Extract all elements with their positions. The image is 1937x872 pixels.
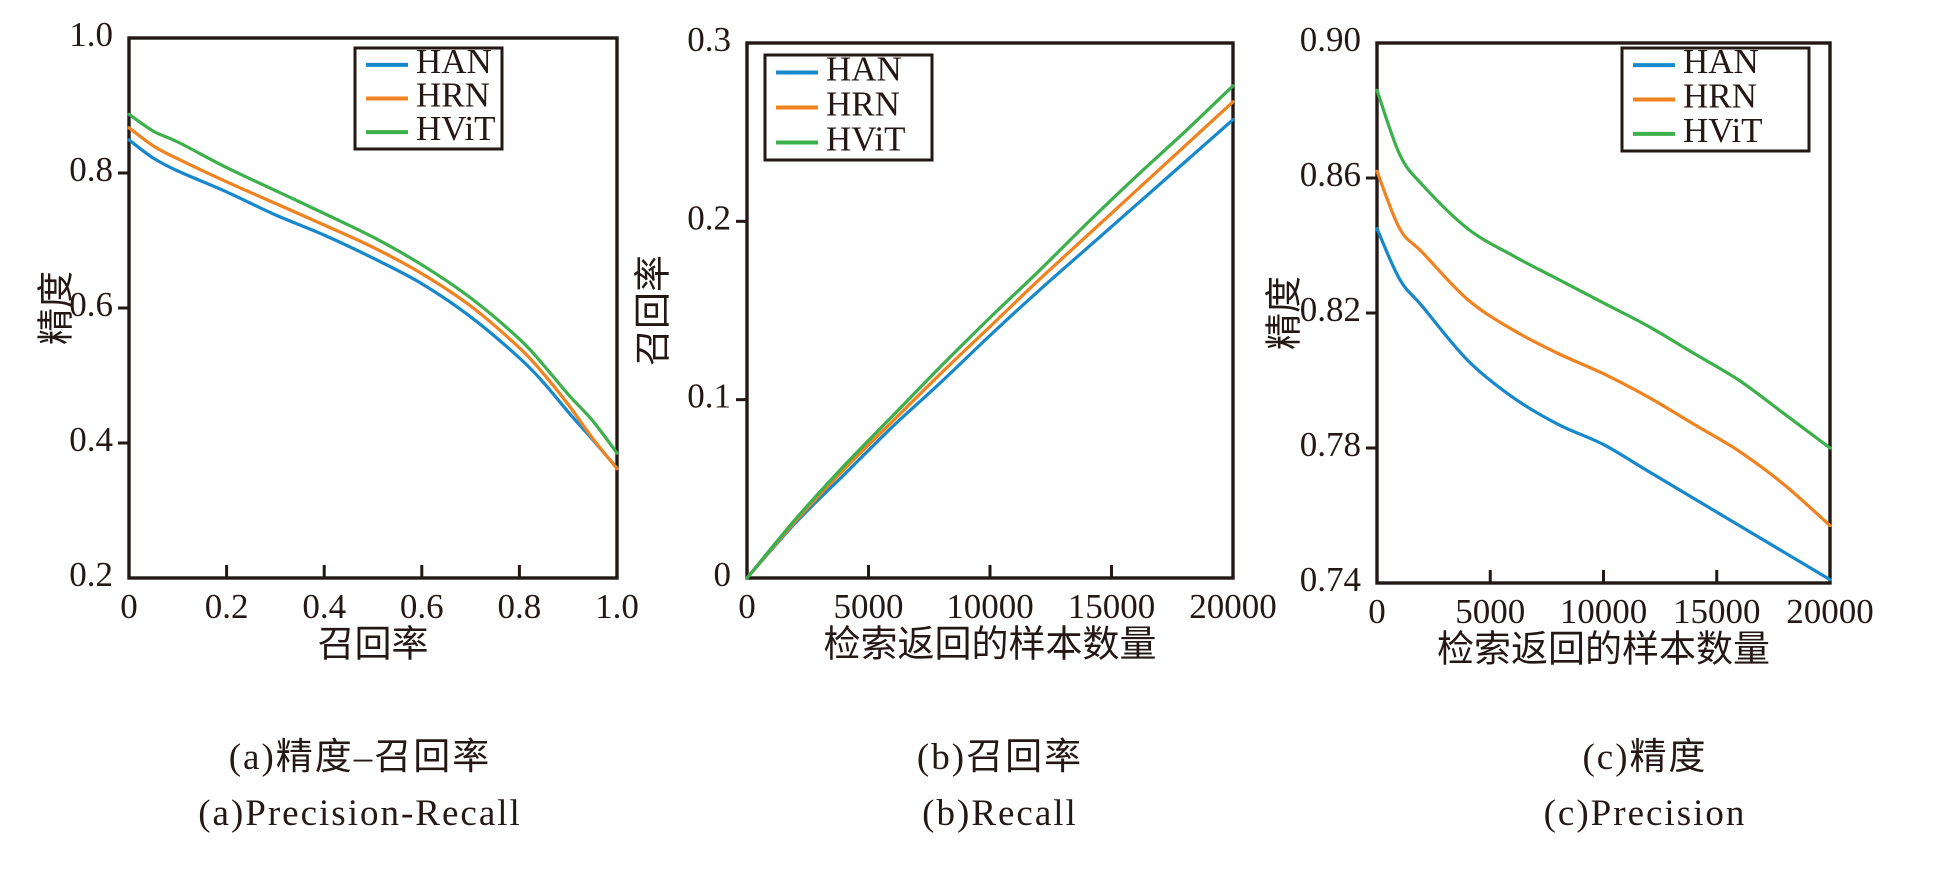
series-hrn [1375, 169, 1832, 528]
legend-label-hrn: HRN [416, 76, 490, 115]
y-tick-label: 0.2 [69, 555, 113, 594]
chart-precision: 0 5000 10000 15000 20000 0.74 0.78 0.82 0.86 0.90… [1263, 20, 1873, 670]
legend-label-han: HAN [826, 50, 902, 89]
x-tick-label: 5000 [1455, 592, 1525, 631]
y-tick-label: 0.4 [69, 420, 113, 459]
series-hrn [127, 126, 619, 471]
y-tick-label: 0.6 [69, 285, 113, 324]
x-axis-label: 检索返回的样本数量 [824, 623, 1157, 665]
y-tick-label: 0.3 [687, 20, 731, 59]
x-tick-label: 0.2 [205, 587, 249, 626]
y-tick-label: 0.8 [69, 150, 113, 189]
legend-label-han: HAN [1683, 42, 1759, 81]
y-tick-label: 0.2 [687, 198, 731, 237]
caption-a-en: (a)Precision-Recall [198, 793, 522, 834]
chart-precision-recall: 0 0.2 0.4 0.6 0.8 1.00.20.40.60.81.0召回率精度HANH… [35, 15, 638, 665]
y-tick-label: 0.86 [1300, 155, 1361, 194]
caption-c-en: (c)Precision [1543, 793, 1747, 834]
y-tick-label: 0 [714, 555, 732, 594]
legend-label-hvit: HViT [416, 109, 496, 148]
x-tick-label: 0 [1368, 592, 1386, 631]
y-tick-label: 0.74 [1300, 560, 1361, 599]
legend-label-hvit: HViT [826, 120, 906, 159]
x-tick-label: 0 [120, 587, 138, 626]
x-tick-label: 15000 [1673, 592, 1761, 631]
series-han [127, 138, 619, 470]
y-axis-label: 精度 [35, 271, 77, 345]
caption-c-zh: (c)精度 [1582, 737, 1708, 778]
x-tick-label: 20000 [1786, 592, 1874, 631]
series-hvit [745, 84, 1235, 580]
caption-b-en: (b)Recall [922, 793, 1078, 834]
caption-a-zh: (a)精度–召回率 [228, 737, 492, 778]
series-hvit [1375, 88, 1832, 450]
legend-label-hrn: HRN [1683, 77, 1757, 116]
x-tick-label: 0.6 [400, 587, 444, 626]
series-hvit [127, 112, 619, 455]
x-axis-label: 召回率 [318, 623, 429, 665]
y-axis-label: 召回率 [632, 255, 674, 366]
y-axis-label: 精度 [1263, 276, 1305, 350]
series-han [745, 118, 1235, 580]
legend-label-hvit: HViT [1683, 111, 1763, 150]
series-hrn [745, 100, 1235, 580]
x-tick-label: 5000 [834, 587, 904, 626]
legend-label-han: HAN [416, 42, 492, 81]
y-tick-label: 0.78 [1300, 425, 1361, 464]
x-tick-label: 10000 [1560, 592, 1648, 631]
y-tick-label: 1.0 [69, 15, 113, 54]
x-tick-label: 1.0 [595, 587, 639, 626]
x-tick-label: 0.4 [302, 587, 346, 626]
caption-b-zh: (b)召回率 [916, 737, 1084, 778]
y-tick-label: 0.1 [687, 377, 731, 416]
x-tick-label: 20000 [1189, 587, 1277, 626]
x-tick-label: 15000 [1068, 587, 1156, 626]
x-tick-label: 0 [738, 587, 756, 626]
legend-label-hrn: HRN [826, 85, 900, 124]
y-tick-label: 0.90 [1300, 20, 1361, 59]
chart-recall: 0 5000 10000 15000 20000 0 0.1 0.2 0.3 检索返回的样本数量 召… [632, 20, 1276, 665]
x-tick-label: 0.8 [498, 587, 542, 626]
x-tick-label: 10000 [946, 587, 1034, 626]
x-axis-label: 检索返回的样本数量 [1437, 628, 1770, 670]
y-tick-label: 0.82 [1300, 290, 1361, 329]
series-han [1375, 227, 1832, 582]
